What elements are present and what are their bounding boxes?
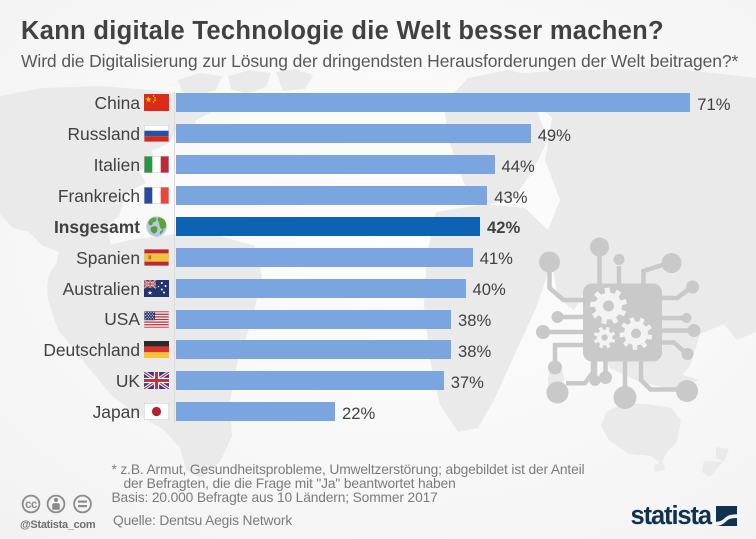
svg-text:cc: cc bbox=[25, 499, 38, 511]
